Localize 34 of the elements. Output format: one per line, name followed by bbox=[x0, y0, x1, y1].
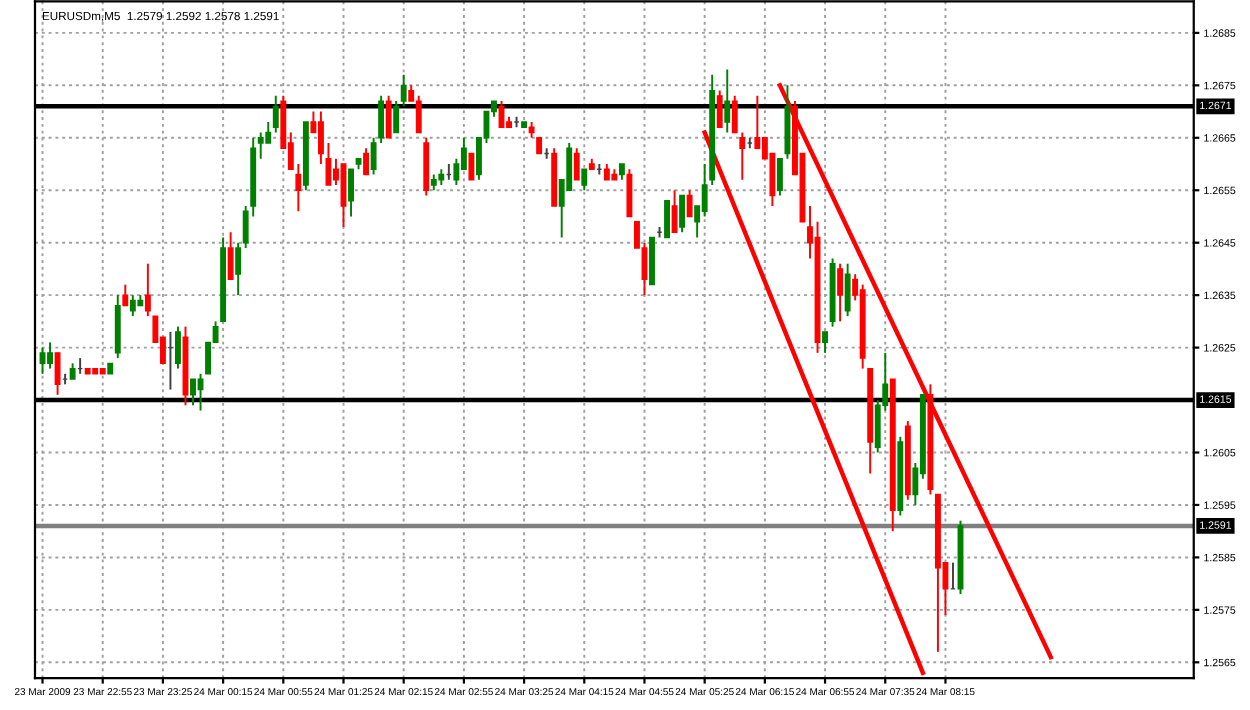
candlestick bbox=[348, 168, 354, 218]
candlestick bbox=[363, 147, 370, 176]
candlestick bbox=[731, 94, 738, 134]
candlestick bbox=[415, 94, 422, 134]
candlestick bbox=[822, 330, 829, 354]
candlestick bbox=[468, 152, 475, 181]
candlestick bbox=[626, 168, 633, 218]
candlestick bbox=[716, 89, 723, 129]
candlestick bbox=[679, 194, 686, 234]
candlestick bbox=[400, 73, 407, 108]
candlestick bbox=[235, 241, 242, 297]
candlestick bbox=[272, 94, 279, 134]
candlestick bbox=[129, 294, 136, 318]
candlestick bbox=[581, 168, 588, 192]
candlestick bbox=[844, 262, 851, 318]
candlestick bbox=[122, 283, 129, 307]
candlestick bbox=[47, 341, 54, 370]
candlestick bbox=[573, 147, 580, 181]
candlestick bbox=[686, 189, 693, 218]
candlestick bbox=[114, 294, 121, 360]
candlestick bbox=[423, 136, 430, 197]
candlestick bbox=[257, 131, 264, 160]
candlestick bbox=[393, 100, 400, 134]
candlestick bbox=[724, 68, 731, 134]
candlestick bbox=[227, 231, 234, 281]
candlestick bbox=[385, 94, 392, 139]
candlestick bbox=[671, 189, 678, 234]
candlestick bbox=[190, 378, 196, 407]
candlestick bbox=[739, 131, 746, 181]
candlestick bbox=[54, 351, 61, 396]
candlestick bbox=[649, 236, 655, 286]
candlestick bbox=[837, 262, 844, 323]
candlestick bbox=[175, 325, 181, 370]
candlestick bbox=[664, 200, 670, 239]
